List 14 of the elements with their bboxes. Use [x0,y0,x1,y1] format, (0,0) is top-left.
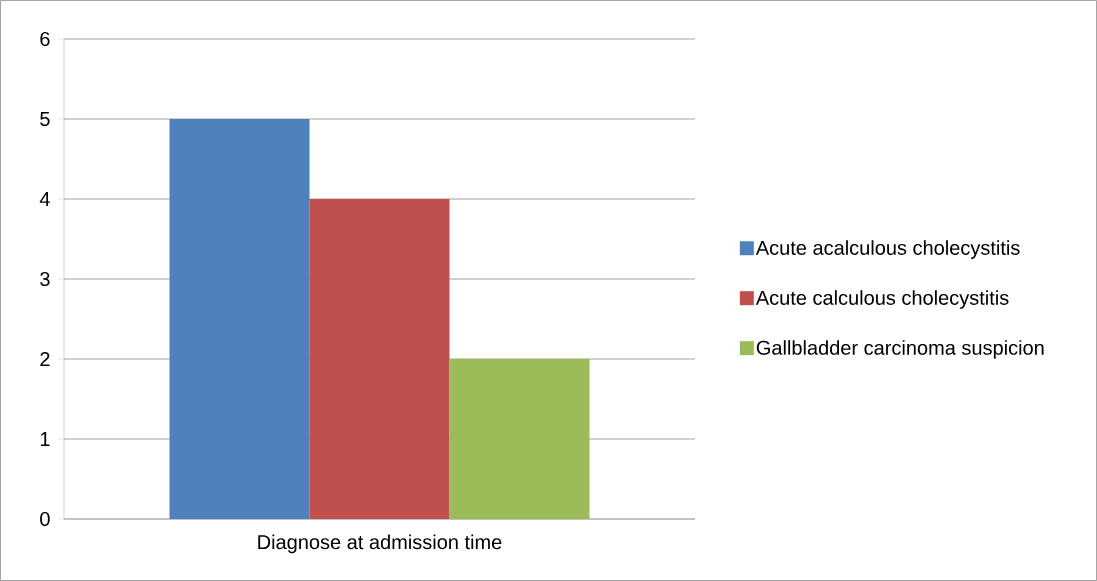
y-tick-label: 2 [40,352,50,366]
x-tick-label: Diagnose at admission time [258,534,502,554]
y-tick-label: 1 [40,432,50,446]
bar [169,119,310,519]
y-tick-label: 6 [40,31,50,47]
y-tick-label: 5 [40,112,50,126]
bar [449,359,590,519]
y-tick-label: 4 [39,192,50,206]
legend-label: Acute calculous cholecystitis [755,290,1009,309]
legend-label: Gallbladder carcinoma suspicion [756,340,1044,359]
y-tick-label: 0 [40,511,50,527]
legend-label: Acute acalculous cholecystitis [755,240,1020,259]
y-tick-label: 3 [40,271,50,287]
bar [309,199,450,519]
